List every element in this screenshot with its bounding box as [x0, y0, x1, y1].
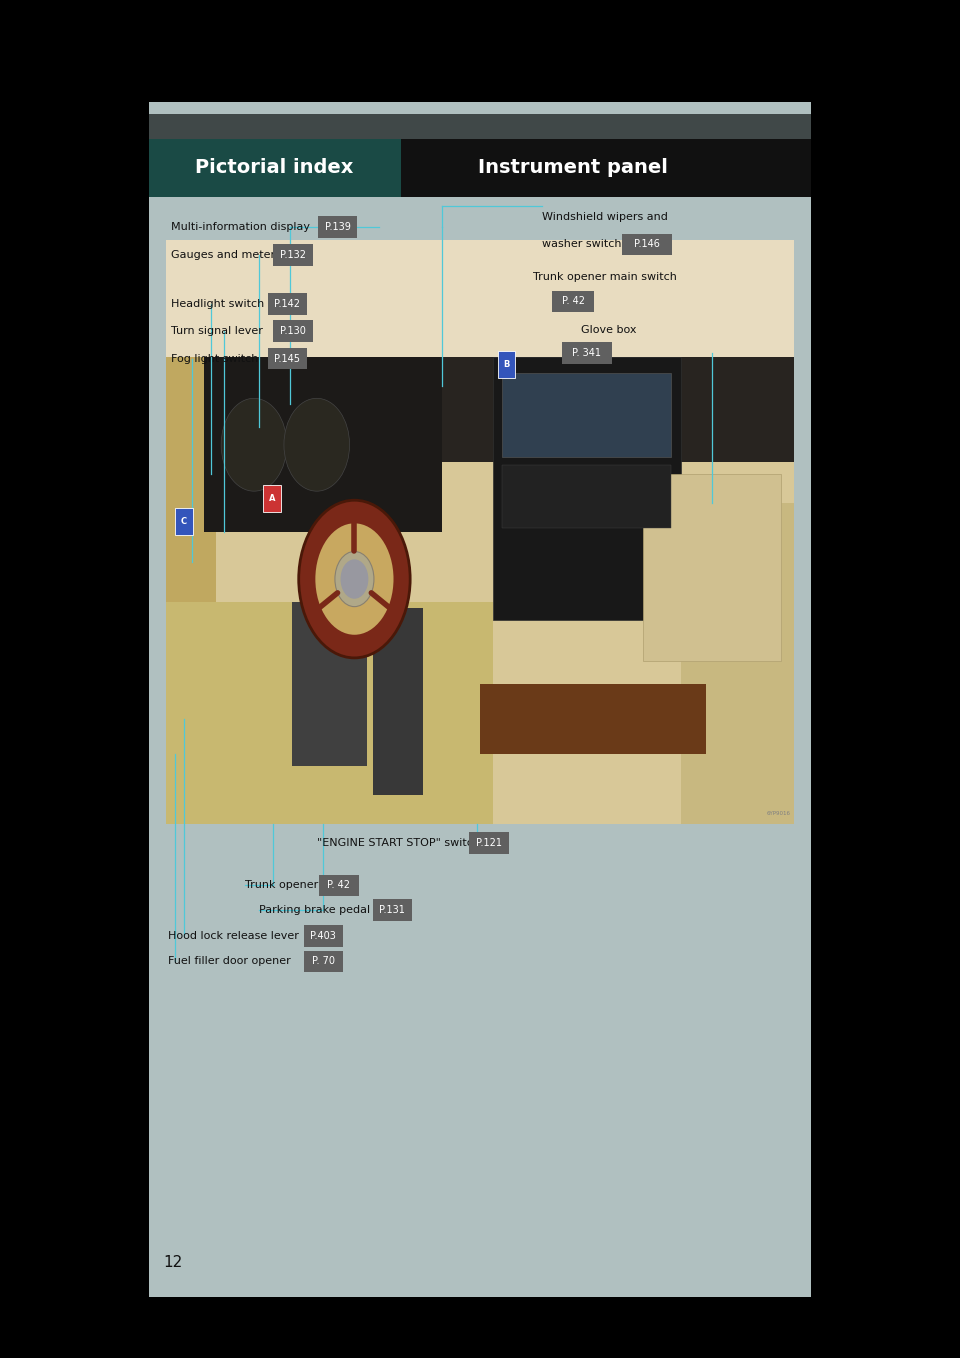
Text: Windshield wipers and: Windshield wipers and	[542, 212, 668, 223]
Text: 12: 12	[163, 1255, 182, 1271]
Text: P.132: P.132	[280, 250, 306, 261]
Bar	[373, 608, 423, 794]
Bar	[268, 348, 307, 369]
Text: Fog light switch: Fog light switch	[171, 353, 258, 364]
Bar	[318, 216, 357, 238]
Bar	[149, 139, 400, 197]
Text: P.130: P.130	[280, 326, 306, 337]
Text: Gauges and meters: Gauges and meters	[171, 250, 280, 261]
Text: A: A	[269, 494, 276, 502]
Bar	[149, 114, 811, 139]
Text: Turn signal lever: Turn signal lever	[171, 326, 263, 337]
Bar	[498, 350, 516, 378]
Text: P.139: P.139	[324, 221, 350, 232]
Text: "ENGINE START STOP" switch: "ENGINE START STOP" switch	[317, 838, 480, 849]
Text: Pictorial index: Pictorial index	[196, 159, 354, 177]
Bar	[268, 293, 307, 315]
Text: Headlight switch: Headlight switch	[171, 299, 264, 310]
Bar	[469, 832, 509, 854]
Bar	[166, 240, 794, 824]
Text: C: C	[181, 517, 187, 526]
Bar	[681, 502, 794, 824]
Text: P.403: P.403	[310, 930, 336, 941]
Text: washer switch: washer switch	[542, 239, 622, 250]
Bar	[274, 320, 313, 342]
Text: Fuel filler door opener: Fuel filler door opener	[168, 956, 291, 967]
Circle shape	[335, 551, 374, 607]
Bar	[400, 139, 811, 197]
Bar	[303, 925, 343, 947]
Bar	[622, 234, 672, 255]
Text: B: B	[504, 360, 510, 369]
Bar	[480, 684, 706, 754]
Text: Trunk opener main switch: Trunk opener main switch	[533, 272, 677, 282]
Text: Glove box: Glove box	[581, 325, 636, 335]
Text: P. 341: P. 341	[572, 348, 601, 359]
Bar	[562, 342, 612, 364]
Text: P.145: P.145	[275, 353, 300, 364]
Text: P. 42: P. 42	[327, 880, 350, 891]
Text: P.142: P.142	[275, 299, 300, 310]
Bar	[166, 603, 492, 824]
Bar	[176, 508, 193, 535]
Text: P. 70: P. 70	[312, 956, 335, 967]
Bar	[502, 464, 671, 528]
Bar	[492, 357, 681, 619]
Bar	[643, 474, 781, 661]
Bar	[502, 373, 671, 458]
Bar	[263, 485, 280, 512]
Text: Multi-information display: Multi-information display	[171, 221, 310, 232]
Circle shape	[314, 523, 395, 636]
Bar	[166, 357, 794, 462]
Circle shape	[221, 398, 287, 492]
Text: P. 42: P. 42	[562, 296, 585, 307]
Bar	[166, 240, 794, 357]
Text: 6YP9016: 6YP9016	[767, 811, 791, 816]
Text: Instrument panel: Instrument panel	[478, 159, 668, 177]
Circle shape	[299, 500, 410, 657]
Circle shape	[341, 559, 369, 599]
Circle shape	[284, 398, 349, 492]
Bar	[204, 357, 443, 532]
Bar	[372, 899, 412, 921]
Text: P.131: P.131	[379, 904, 405, 915]
Bar	[292, 603, 367, 766]
Text: P.121: P.121	[476, 838, 502, 849]
Text: Trunk opener: Trunk opener	[245, 880, 318, 891]
Bar	[320, 875, 359, 896]
Bar	[303, 951, 343, 972]
Bar	[552, 291, 594, 312]
Text: Parking brake pedal: Parking brake pedal	[259, 904, 371, 915]
Text: P.146: P.146	[635, 239, 660, 250]
Text: Hood lock release lever: Hood lock release lever	[168, 930, 299, 941]
Bar	[274, 244, 313, 266]
Bar	[166, 357, 216, 766]
Bar	[149, 102, 811, 1297]
